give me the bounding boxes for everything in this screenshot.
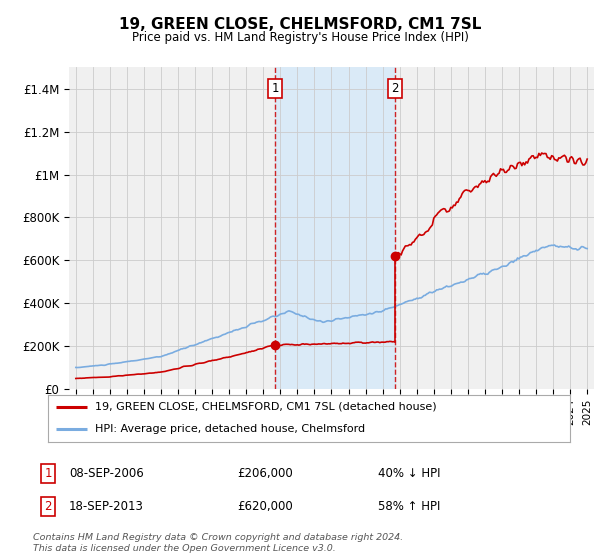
- Text: 2: 2: [391, 82, 398, 95]
- Text: 40% ↓ HPI: 40% ↓ HPI: [378, 466, 440, 480]
- Text: 2: 2: [44, 500, 52, 514]
- Text: 1: 1: [44, 466, 52, 480]
- Text: Price paid vs. HM Land Registry's House Price Index (HPI): Price paid vs. HM Land Registry's House …: [131, 31, 469, 44]
- Text: HPI: Average price, detached house, Chelmsford: HPI: Average price, detached house, Chel…: [95, 424, 365, 434]
- Text: Contains HM Land Registry data © Crown copyright and database right 2024.
This d: Contains HM Land Registry data © Crown c…: [33, 533, 403, 553]
- Text: £206,000: £206,000: [237, 466, 293, 480]
- Text: 19, GREEN CLOSE, CHELMSFORD, CM1 7SL: 19, GREEN CLOSE, CHELMSFORD, CM1 7SL: [119, 17, 481, 32]
- Text: 08-SEP-2006: 08-SEP-2006: [69, 466, 144, 480]
- Text: 58% ↑ HPI: 58% ↑ HPI: [378, 500, 440, 514]
- Text: 1: 1: [271, 82, 279, 95]
- Text: £620,000: £620,000: [237, 500, 293, 514]
- Bar: [275, 67, 395, 389]
- Text: 18-SEP-2013: 18-SEP-2013: [69, 500, 144, 514]
- Text: 19, GREEN CLOSE, CHELMSFORD, CM1 7SL (detached house): 19, GREEN CLOSE, CHELMSFORD, CM1 7SL (de…: [95, 402, 437, 412]
